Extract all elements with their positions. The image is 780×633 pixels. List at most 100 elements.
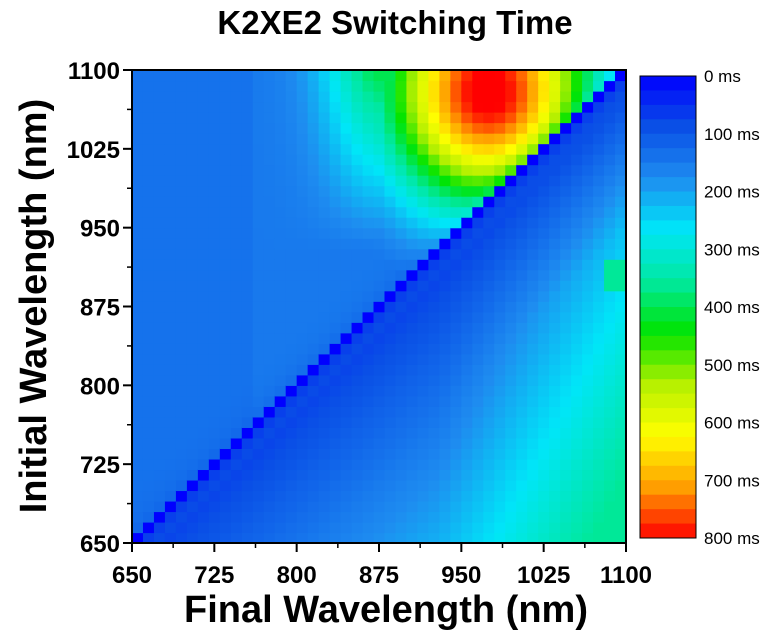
heatmap-cell (615, 80, 627, 92)
heatmap-cell (549, 280, 561, 292)
heatmap-cell (406, 206, 419, 218)
heatmap-cell (230, 259, 243, 271)
heatmap-cell (505, 332, 517, 344)
heatmap-cell (362, 374, 375, 386)
heatmap-cell (263, 332, 276, 344)
heatmap-cell (351, 217, 364, 229)
heatmap-cell (516, 521, 528, 534)
heatmap-cell (197, 479, 210, 492)
heatmap-cell (527, 521, 539, 534)
heatmap-cell (197, 248, 210, 260)
heatmap-cell (351, 280, 364, 292)
heatmap-cell (296, 290, 309, 302)
heatmap-cell (615, 416, 627, 428)
heatmap-cell (318, 416, 331, 428)
heatmap-cell (527, 206, 539, 218)
heatmap-cell (483, 122, 495, 134)
heatmap-cell (428, 112, 440, 124)
heatmap-cell (373, 374, 386, 386)
heatmap-cell (571, 406, 583, 418)
heatmap-cell (208, 112, 221, 124)
heatmap-cell (340, 343, 353, 355)
heatmap-cell (417, 469, 429, 481)
heatmap-cell (582, 343, 594, 355)
heatmap-cell (615, 196, 627, 208)
heatmap-cell (340, 395, 353, 407)
heatmap-cell (219, 532, 232, 544)
heatmap-cell (153, 353, 166, 365)
heatmap-cell (395, 416, 408, 428)
heatmap-cell (450, 448, 462, 460)
heatmap-cell (329, 122, 342, 134)
heatmap-cell (417, 458, 429, 471)
heatmap-cell (263, 175, 276, 187)
heatmap-cell (395, 154, 408, 166)
heatmap-cell (417, 238, 429, 250)
heatmap-cell (186, 70, 199, 82)
heatmap-cell (560, 175, 572, 187)
heatmap-cell (329, 301, 342, 313)
heatmap-cell (582, 521, 594, 534)
heatmap-cell (560, 91, 572, 103)
heatmap-cell (417, 248, 429, 260)
heatmap-cell (549, 469, 561, 481)
heatmap-cell (307, 301, 320, 313)
heatmap-cell (208, 80, 221, 92)
heatmap-cell (197, 343, 210, 355)
heatmap-cell (329, 269, 342, 281)
heatmap-cell (615, 101, 627, 113)
heatmap-cell (538, 479, 550, 492)
heatmap-cell (296, 185, 309, 197)
heatmap-cell (549, 532, 561, 544)
heatmap-cell (450, 490, 462, 502)
heatmap-cell (252, 164, 265, 176)
heatmap-cell (593, 175, 605, 187)
heatmap-cell (142, 238, 155, 250)
heatmap-cell (153, 521, 166, 534)
heatmap-cell (428, 164, 440, 176)
heatmap-cell (318, 280, 331, 292)
heatmap-cell (351, 458, 364, 471)
heatmap-cell (219, 227, 232, 239)
heatmap-cell (538, 406, 550, 418)
heatmap-cell (373, 448, 386, 460)
heatmap-cell (571, 353, 583, 365)
heatmap-cell (132, 70, 144, 82)
heatmap-cell (615, 469, 627, 481)
heatmap-cell (186, 248, 199, 260)
heatmap-cell (604, 280, 616, 292)
heatmap-cell (285, 175, 298, 187)
heatmap-cell (274, 206, 287, 218)
heatmap-cell (505, 385, 517, 397)
heatmap-cell (307, 511, 320, 523)
heatmap-cell (582, 143, 594, 155)
heatmap-cell (142, 70, 155, 82)
heatmap-cell (450, 112, 462, 124)
heatmap-cell (604, 343, 616, 355)
heatmap-cell (252, 133, 265, 145)
heatmap-cell (582, 311, 594, 323)
heatmap-cell (252, 437, 265, 449)
heatmap-cell (142, 301, 155, 313)
heatmap-cell (230, 217, 243, 229)
heatmap-cell (439, 532, 451, 544)
heatmap-cell (132, 427, 144, 439)
heatmap-cell (351, 80, 364, 92)
heatmap-cell (318, 385, 331, 397)
heatmap-cell (560, 70, 572, 82)
heatmap-cell (230, 248, 243, 260)
heatmap-cell (340, 448, 353, 460)
heatmap-cell (560, 259, 572, 271)
heatmap-cell (538, 101, 550, 113)
heatmap-cell (340, 490, 353, 502)
colorbar-band (640, 191, 696, 207)
heatmap-cell (395, 406, 408, 418)
heatmap-cell (186, 416, 199, 428)
heatmap-cell (241, 448, 254, 460)
heatmap-cell (362, 521, 375, 534)
heatmap-cell (142, 217, 155, 229)
heatmap-cell (494, 122, 506, 134)
heatmap-cell (494, 217, 506, 229)
heatmap-cell (516, 70, 528, 82)
heatmap-cell (263, 112, 276, 124)
